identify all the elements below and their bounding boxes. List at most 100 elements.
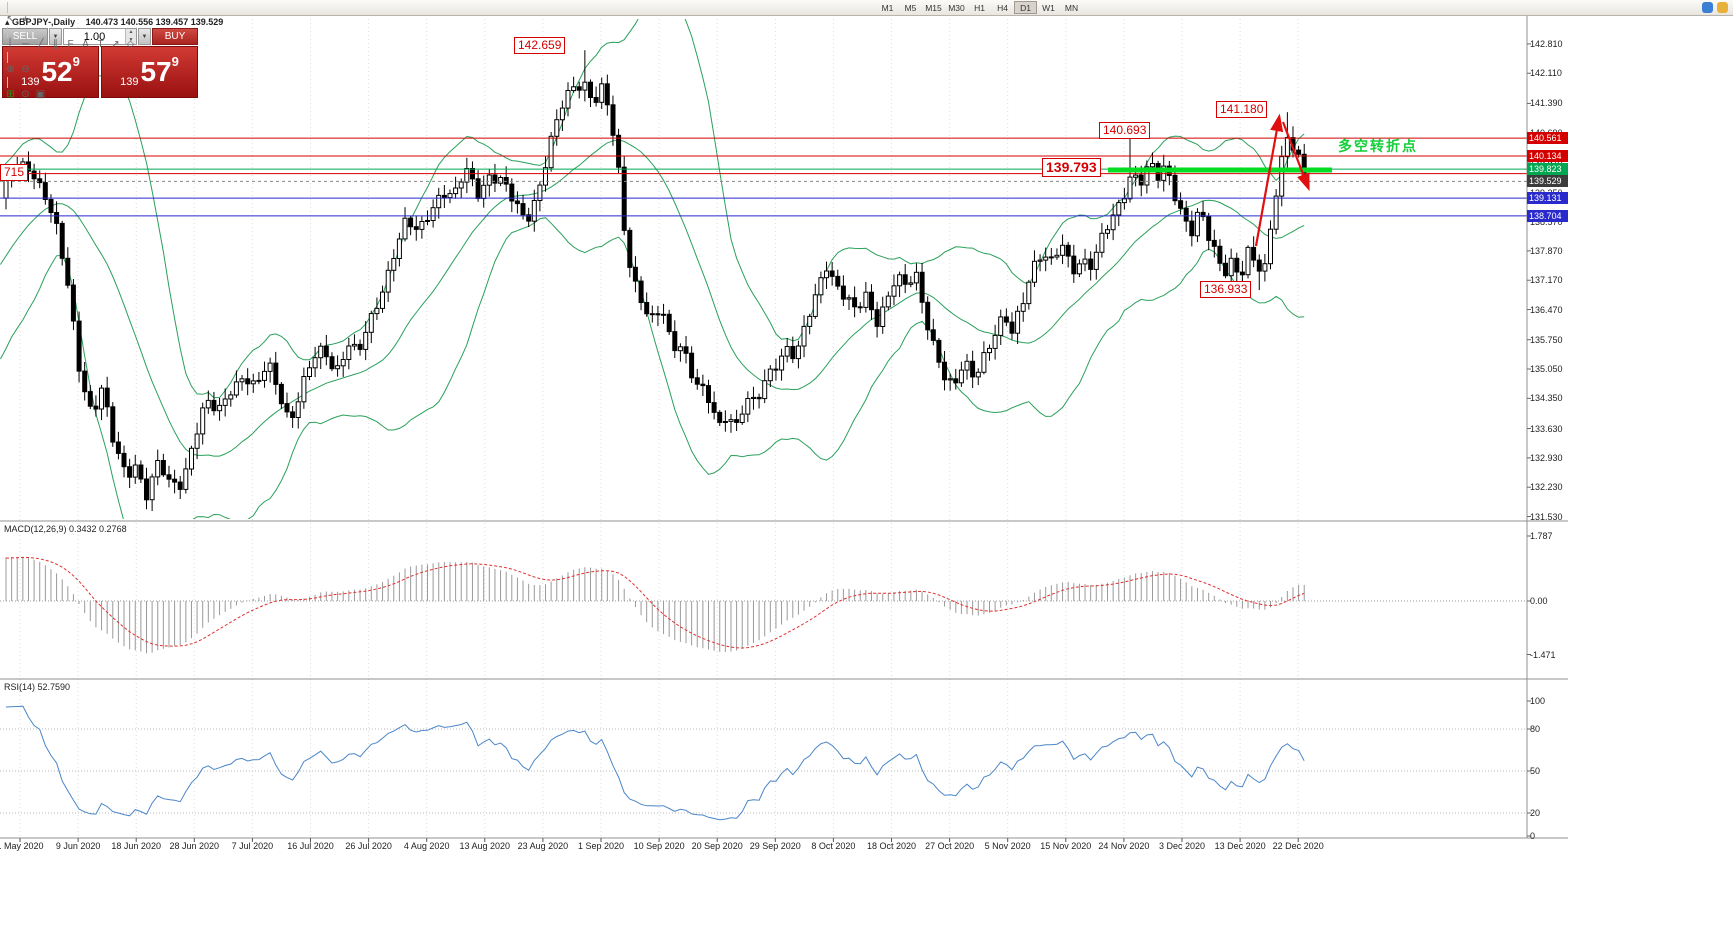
buy-price-sup: 9: [171, 54, 179, 69]
chart-note-text[interactable]: 多空转折点: [1338, 138, 1418, 154]
templates-icon[interactable]: ▣: [35, 89, 46, 100]
horizontal-line-icon[interactable]: ─: [21, 39, 30, 50]
tf-button-H4[interactable]: H4: [997, 2, 1008, 13]
spin-down-icon[interactable]: ▼: [126, 36, 136, 44]
channel-icon[interactable]: ∥: [53, 39, 58, 50]
price-badge: 140.134: [1527, 150, 1568, 163]
alerts-icon[interactable]: [1717, 2, 1728, 13]
date-label: 9 Jun 2020: [55, 841, 101, 851]
community-icon[interactable]: [1702, 2, 1713, 13]
chart-canvas[interactable]: [0, 0, 1568, 860]
sell-options-icon[interactable]: ▼: [49, 28, 62, 45]
date-label: 16 Jul 2020: [287, 841, 334, 851]
auto-trading-button[interactable]: ▶自动交易: [3, 0, 56, 2]
date-label: 13 Dec 2020: [1214, 841, 1266, 851]
axis-tick-label: 131.530: [1530, 511, 1563, 522]
price-annotation[interactable]: 142.659: [514, 37, 566, 54]
buy-price-panel[interactable]: 139 57 9: [101, 46, 198, 98]
price-badge: 140.561: [1527, 132, 1568, 145]
auto-trading-icon: ▶: [7, 0, 14, 1]
indicators-icon[interactable]: ⊞: [6, 89, 15, 100]
axis-tick-label: 135.750: [1530, 334, 1563, 345]
sell-button[interactable]: SELL: [2, 28, 48, 45]
tf-button-M30[interactable]: M30: [948, 2, 965, 13]
tf-button-H1[interactable]: H1: [974, 2, 985, 13]
price-badge: 139.529: [1527, 175, 1568, 188]
symbol-ohlc: 140.473 140.556 139.457 139.529: [85, 17, 224, 27]
axis-tick-label: 142.810: [1530, 38, 1563, 49]
price-badge: 139.131: [1527, 192, 1568, 205]
axis-tick-label: 0: [1530, 831, 1536, 841]
axis-tick-label: 133.630: [1530, 423, 1563, 434]
date-label: 1 May 2020: [0, 841, 44, 851]
toolbar: ▦▥+新订单▤◫▶自动交易↖+│─╱∥FAT↗◇⊕⊖⊞⊙▣ M1M5M15M30…: [0, 0, 1733, 100]
spin-up-icon[interactable]: ▲: [126, 29, 136, 37]
date-label: 15 Nov 2020: [1040, 841, 1092, 851]
price-annotation[interactable]: 715: [0, 164, 29, 181]
tf-button-M15[interactable]: M15: [925, 2, 942, 13]
price-badge: 138.704: [1527, 209, 1568, 222]
shapes-icon[interactable]: ◇: [126, 39, 135, 50]
periods-icon[interactable]: ⊙: [21, 89, 30, 100]
sell-price-panel[interactable]: 139 52 9: [2, 46, 99, 98]
volume-input[interactable]: [64, 29, 125, 44]
tf-button-MN[interactable]: MN: [1064, 2, 1079, 13]
timeframe-group: M1 M5 M15 M30 H1 H4 D1 W1 MN: [876, 1, 1083, 14]
axis-tick-label: 132.230: [1530, 482, 1563, 493]
axis-tick-label: 80: [1530, 724, 1541, 734]
sell-price-big: 52: [41, 56, 73, 87]
tf-button-M1[interactable]: M1: [881, 2, 894, 13]
date-label: 18 Jun 2020: [111, 841, 161, 851]
text-icon[interactable]: A: [82, 39, 89, 50]
zoom-in-icon[interactable]: ⊕: [6, 64, 15, 75]
axis-tick-label: 136.470: [1530, 304, 1563, 315]
cursor-icon[interactable]: ↖: [6, 14, 15, 25]
price-annotation[interactable]: 141.180: [1216, 101, 1268, 118]
axis-tick-label: 20: [1530, 808, 1541, 818]
tf-button-D1[interactable]: D1: [1014, 1, 1037, 14]
axis-tick-label: 0.00: [1530, 596, 1548, 606]
price-annotation[interactable]: 139.793: [1042, 158, 1101, 177]
price-axis[interactable]: 142.810142.110141.390140.690139.970139.2…: [1527, 0, 1570, 860]
buy-button[interactable]: BUY: [152, 28, 198, 45]
zoom-out-icon[interactable]: ⊖: [21, 64, 30, 75]
date-label: 8 Oct 2020: [811, 841, 856, 851]
date-label: 10 Sep 2020: [633, 841, 685, 851]
buy-options-icon[interactable]: ▼: [138, 28, 151, 45]
volume-box: ▲ ▼: [63, 28, 137, 45]
buy-price-big: 57: [140, 56, 172, 87]
date-axis[interactable]: 1 May 2020 9 Jun 2020 18 Jun 2020 28 Jun 20…: [0, 839, 1568, 854]
fibonacci-icon[interactable]: F: [67, 39, 74, 50]
volume-stepper[interactable]: ▲ ▼: [125, 29, 136, 44]
axis-tick-label: 139.970: [1530, 158, 1563, 168]
date-label: 4 Aug 2020: [403, 841, 450, 851]
buy-price-prefix: 139: [120, 76, 139, 88]
tf-button-W1[interactable]: W1: [1042, 2, 1055, 13]
tf-button-M5[interactable]: M5: [904, 2, 917, 13]
axis-tick-label: 135.050: [1530, 364, 1563, 375]
axis-tick-label: 100: [1530, 696, 1546, 706]
price-annotation[interactable]: 140.693: [1099, 122, 1151, 139]
collapse-icon[interactable]: ▴: [5, 17, 10, 27]
date-label: 26 Jul 2020: [345, 841, 392, 851]
axis-tick-label: 137.170: [1530, 275, 1563, 286]
axis-tick-label: 134.350: [1530, 393, 1563, 404]
label-icon[interactable]: T: [97, 39, 104, 50]
axis-tick-label: 137.870: [1530, 245, 1563, 256]
toolbar-left-group: ▦▥+新订单▤◫▶自动交易↖+│─╱∥FAT↗◇⊕⊖⊞⊙▣: [3, 0, 138, 102]
price-annotation[interactable]: 136.933: [1200, 281, 1252, 298]
axis-tick-label: 132.930: [1530, 452, 1563, 463]
date-label: 1 Sep 2020: [577, 841, 625, 851]
vertical-line-icon[interactable]: │: [7, 39, 14, 50]
date-label: 29 Sep 2020: [749, 841, 801, 851]
date-label: 13 Aug 2020: [459, 841, 511, 851]
crosshair-icon[interactable]: +: [22, 14, 29, 25]
arrows-icon[interactable]: ↗: [111, 39, 120, 50]
rsi-label: RSI(14) 52.7590: [4, 682, 71, 692]
date-label: 5 Nov 2020: [984, 841, 1031, 851]
price-badge: 139.823: [1527, 163, 1568, 176]
sell-price-sup: 9: [72, 54, 80, 69]
date-label: 22 Dec 2020: [1272, 841, 1324, 851]
trendline-icon[interactable]: ╱: [37, 39, 44, 50]
